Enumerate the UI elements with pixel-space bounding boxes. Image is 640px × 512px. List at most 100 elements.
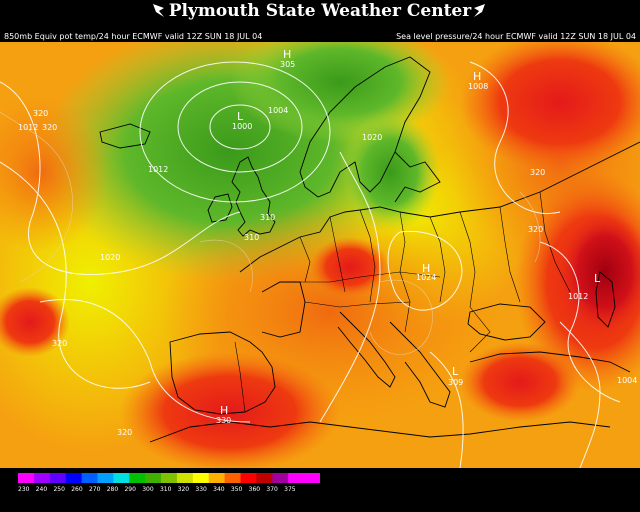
colorbar-swatch (129, 473, 146, 483)
isobar-1020-central (319, 151, 381, 423)
isobar-1020-west (39, 299, 251, 423)
colorbar-tick-label: 290 (124, 486, 136, 493)
colorbar-tick-label: 370 (266, 486, 278, 493)
border-9 (499, 206, 521, 303)
border-10 (539, 191, 571, 293)
black-sea-coast (467, 303, 546, 341)
colorbar-swatch (113, 473, 130, 483)
border-7 (300, 271, 441, 283)
label-1004-b: 1004 (617, 376, 637, 385)
colorbar-tick-label: 350 (230, 486, 243, 493)
colorbar-swatch (33, 473, 51, 483)
border-5 (429, 216, 446, 303)
label-305: 305 (280, 60, 295, 69)
green-region-east (340, 112, 440, 232)
isobar-low-1000 (209, 104, 271, 150)
border-11 (469, 306, 491, 353)
red-region-southwest (0, 287, 70, 357)
color-scale-labels: 230 240 250 260 270 280 290 300 310 320 330 340 350 3… (14, 486, 334, 496)
weather-map: 320 1012 320 H 305 L 1000 1004 1020 H 10… (0, 42, 640, 468)
label-330: 330 (216, 416, 231, 425)
label-H-4: H (220, 404, 228, 417)
colorbar-swatch (176, 473, 194, 483)
iceland-coast (99, 123, 151, 149)
colorbar-tick-label: 330 (195, 486, 207, 493)
theta-e-contours (0, 111, 541, 355)
label-1008: 1008 (468, 82, 488, 91)
label-1020: 1020 (362, 133, 382, 142)
red-region-southeast (460, 342, 580, 422)
colorbar-tick-label: 300 (142, 486, 154, 493)
colorbar-tick-label: 250 (53, 486, 65, 493)
colorbar-swatch (97, 473, 114, 483)
isobar-1012-west (0, 81, 241, 276)
isobar-south (429, 351, 464, 468)
colorbar-tick-label: 320 (177, 486, 190, 493)
label-L-3: L (452, 365, 459, 378)
label-320-d: 320 (528, 225, 543, 234)
colorbar-swatch (240, 473, 257, 483)
coastlines (99, 56, 640, 443)
isobar-low-1004 (177, 81, 303, 173)
colorbar-tick-label: 280 (106, 486, 119, 493)
isobar-1024 (387, 230, 463, 311)
label-L-1: L (237, 110, 244, 123)
colorbar-swatch (49, 473, 67, 483)
label-1000: 1000 (232, 122, 252, 131)
subtitle-left: 850mb Equiv pot temp/24 hour ECMWF valid… (4, 32, 263, 41)
iberia-coast (169, 331, 276, 415)
label-H-2: H (473, 70, 481, 83)
label-1012-b: 1012 (148, 165, 168, 174)
label-320-c: 320 (530, 168, 545, 177)
header-bar: Plymouth State Weather Center (0, 0, 640, 22)
map-labels: 320 1012 320 H 305 L 1000 1004 1020 H 10… (18, 48, 637, 437)
colorbar-swatch (288, 473, 305, 483)
colorbar-swatch (145, 473, 162, 483)
red-region-iberia (120, 352, 340, 468)
label-310-a: 310 (260, 213, 275, 222)
balkans-coast (389, 321, 451, 408)
contour-320-east (519, 191, 541, 263)
colorbar-swatch (18, 473, 35, 483)
caspian-coast (595, 271, 616, 328)
label-1012-c: 1012 (568, 292, 588, 301)
label-1012-a: 1012 (18, 123, 38, 132)
label-320-b: 320 (42, 123, 57, 132)
contour-310 (199, 239, 253, 293)
orange-region-west (0, 92, 110, 252)
colorbar-swatch (272, 473, 289, 483)
baltic-coast (394, 151, 441, 203)
north-africa-coast (149, 421, 611, 443)
pinwheel-logo-left-icon (153, 4, 164, 17)
red-region-northeast (460, 42, 640, 172)
label-1024: 1024 (416, 273, 436, 282)
ireland-coast (207, 193, 233, 223)
label-L-2: L (594, 272, 601, 285)
pinwheel-logo-right-icon (474, 4, 485, 17)
isobars (0, 61, 621, 468)
colorbar-swatch (304, 473, 320, 483)
label-H-3: H (422, 262, 430, 275)
subtitle-right: Sea level pressure/24 hour ECMWF valid 1… (396, 32, 636, 41)
label-320-a: 320 (33, 109, 48, 118)
isobar-1016 (0, 161, 151, 389)
colorbar-tick-label: 270 (88, 486, 101, 493)
colorbar-tick-label: 375 (284, 486, 296, 493)
label-309: 309 (448, 378, 463, 387)
label-320-f: 320 (117, 428, 132, 437)
color-scale-bar (18, 473, 320, 483)
colorbar-swatch (224, 473, 242, 483)
anatolia-coast (469, 351, 631, 373)
colorbar-tick-label: 240 (35, 486, 48, 493)
border-1 (299, 236, 311, 283)
colorbar-tick-label: 360 (248, 486, 261, 493)
colorbar-tick-label: 340 (213, 486, 225, 493)
border-3 (359, 209, 376, 303)
colorbar-tick-label: 230 (18, 486, 30, 493)
label-310-b: 310 (244, 233, 259, 242)
colorbar-swatch (161, 473, 178, 483)
isobar-1008-east (559, 321, 601, 468)
contour-320-central (369, 279, 433, 355)
colorbar-tick-label: 260 (71, 486, 83, 493)
border-6 (459, 211, 476, 308)
